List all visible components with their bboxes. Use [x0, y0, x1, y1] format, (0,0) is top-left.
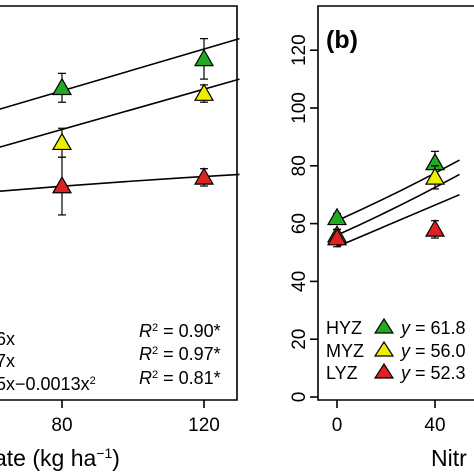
- left-eq-2: 7x: [0, 351, 15, 371]
- legend-marker: [373, 317, 395, 334]
- right-point-2-0: [326, 227, 348, 246]
- left-point-1-0: [51, 132, 73, 151]
- right-legend: HYZ y = 61.8 MYZ y = 56.0 LYZ y = 52.3: [326, 317, 466, 383]
- legend-entry-hyz: HYZ y = 61.8: [326, 317, 466, 338]
- right-fit-line-0: [336, 159, 460, 222]
- legend-equation: y = 52.3: [399, 363, 466, 383]
- left-axis-frame: [0, 5, 238, 401]
- legend-marker: [373, 362, 395, 379]
- left-r2-2: R2 = 0.97*: [139, 344, 221, 364]
- left-point-1-1: [193, 83, 215, 101]
- left-point-2-0: [51, 175, 73, 194]
- right-point-1-1: [424, 167, 446, 185]
- right-y-tick-label-3: 60: [289, 213, 310, 234]
- right-y-tick-label-6: 120: [289, 34, 310, 66]
- right-y-tick-label-2: 40: [289, 271, 310, 292]
- right-x-axis-label: Nitr: [431, 445, 467, 471]
- right-x-ticks: 0 40: [332, 400, 446, 436]
- left-fit-line-1: [0, 78, 240, 148]
- left-fit-lines: [0, 37, 240, 193]
- left-data-points: [51, 38, 215, 216]
- left-x-ticks: 80 120: [51, 400, 220, 436]
- left-x-tick-label-0: 80: [51, 415, 72, 436]
- right-data-points: [326, 150, 446, 248]
- left-point-2-1: [193, 167, 215, 185]
- legend-label: MYZ: [326, 341, 364, 361]
- right-point-2-1: [424, 219, 446, 237]
- right-y-ticks: 0 20 40 60 80 100 120: [289, 34, 318, 402]
- left-r2-3: R2 = 0.81*: [139, 368, 221, 388]
- left-panel: 80 120 ate (kg ha−1) 6x 7x 5x−0.0013x2 R2…: [0, 5, 240, 471]
- legend-label: LYZ: [326, 363, 358, 383]
- right-point-0-0: [326, 207, 348, 226]
- left-point-0-0: [51, 77, 73, 96]
- legend-equation: y = 56.0: [399, 341, 466, 361]
- left-fit-line-2: [0, 173, 240, 193]
- right-fit-lines: [336, 159, 460, 248]
- left-x-axis-label: ate (kg ha−1): [0, 445, 120, 471]
- right-y-tick-label-5: 100: [289, 92, 310, 124]
- legend-entry-myz: MYZ y = 56.0: [326, 340, 466, 361]
- left-point-0-1: [193, 48, 215, 67]
- right-fit-line-1: [336, 173, 460, 236]
- right-fit-line-2: [336, 193, 460, 248]
- legend-equation: y = 61.8: [399, 318, 466, 338]
- right-y-tick-label-0: 0: [289, 392, 310, 403]
- legend-entry-lyz: LYZ y = 52.3: [326, 362, 466, 383]
- right-y-tick-label-4: 80: [289, 155, 310, 176]
- legend-label: HYZ: [326, 318, 362, 338]
- right-panel: 0 20 40 60 80 100 120 0 40 (b) Nitr HYZ y = 61.8…: [289, 5, 474, 471]
- right-x-tick-label-1: 40: [424, 415, 445, 436]
- left-eq-1: 6x: [0, 329, 15, 349]
- left-fit-line-0: [0, 37, 240, 110]
- right-axis-frame: [317, 5, 474, 401]
- left-x-tick-label-1: 120: [188, 415, 220, 436]
- legend-marker: [373, 340, 395, 357]
- right-x-tick-label-0: 0: [332, 415, 343, 436]
- panel-label-b: (b): [326, 26, 358, 54]
- left-eq-3: 5x−0.0013x2: [0, 374, 96, 394]
- right-y-tick-label-1: 20: [289, 329, 310, 350]
- left-r2-1: R2 = 0.90*: [139, 321, 221, 341]
